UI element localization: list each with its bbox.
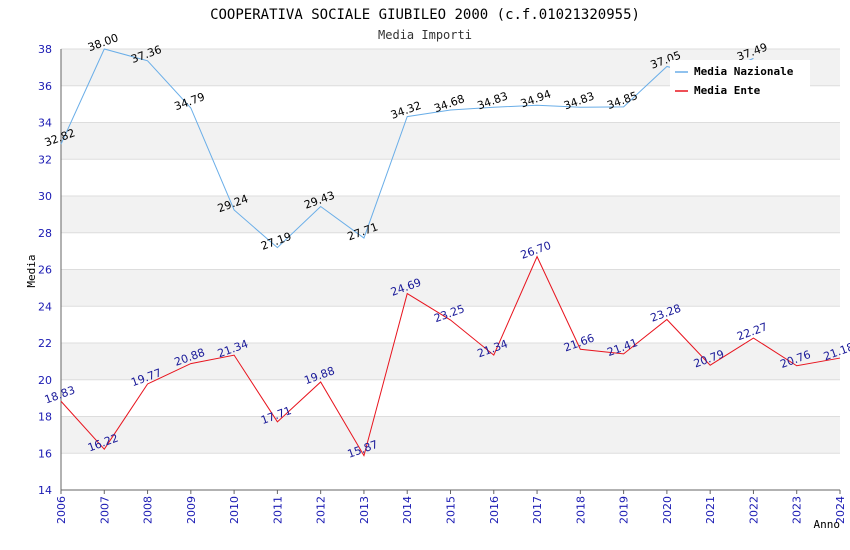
y-axis-label: Media <box>25 254 38 287</box>
x-tick-label: 2020 <box>661 496 674 524</box>
x-tick-label: 2016 <box>488 496 501 524</box>
y-tick-label: 38 <box>38 43 52 56</box>
y-tick-label: 24 <box>38 300 52 313</box>
y-tick-label: 30 <box>38 190 52 203</box>
x-tick-labels: 2006 2007 2008 2009 2010 2011 2012 2013 2014 2015… <box>55 496 847 524</box>
y-tick-labels: 14 16 18 20 22 24 26 28 30 32 34 36 38 <box>38 43 52 497</box>
x-tick-label: 2019 <box>618 496 631 524</box>
x-tick-label: 2011 <box>271 496 284 524</box>
x-tick-label: 2010 <box>228 496 241 524</box>
grid-band <box>61 232 840 270</box>
x-tick-label: 2021 <box>704 496 717 524</box>
x-tick-label: 2014 <box>401 496 414 524</box>
x-tick-label: 2012 <box>315 496 328 524</box>
x-tick-label: 2022 <box>747 496 760 524</box>
series-line-media-nazionale <box>60 48 754 249</box>
x-tick-label: 2024 <box>834 496 847 524</box>
y-tick-label: 32 <box>38 153 52 166</box>
grid-band <box>61 416 840 454</box>
x-tick-label: 2008 <box>142 496 155 524</box>
grid-band <box>61 269 840 307</box>
x-tick-label: 2009 <box>185 496 198 524</box>
x-tick-label: 2018 <box>574 496 587 524</box>
grid-band <box>61 159 840 196</box>
x-axis-label: Anno <box>814 518 841 531</box>
grid-band <box>61 122 840 160</box>
grid-band <box>61 453 840 490</box>
chart-subtitle: Media Importi <box>378 28 472 42</box>
series-lines <box>60 48 841 457</box>
grid-band <box>61 306 840 343</box>
legend-background <box>670 60 810 102</box>
y-tick-label: 16 <box>38 447 52 460</box>
y-tick-label: 18 <box>38 411 52 424</box>
x-tick-label: 2013 <box>358 496 371 524</box>
axes <box>60 49 841 494</box>
x-tick-label: 2023 <box>791 496 804 524</box>
legend-label-media-nazionale: Media Nazionale <box>694 65 794 78</box>
grid-band <box>61 379 840 417</box>
grid-bands <box>61 49 840 490</box>
legend-label-media-ente: Media Ente <box>694 84 761 97</box>
legend: Media Nazionale Media Ente <box>670 60 810 102</box>
y-tick-label: 22 <box>38 337 52 350</box>
x-tick-label: 2015 <box>445 496 458 524</box>
y-tick-label: 34 <box>38 117 52 130</box>
grid-band <box>61 343 840 380</box>
x-tick-label: 2006 <box>55 496 68 524</box>
x-tick-label: 2017 <box>531 496 544 524</box>
y-tick-label: 26 <box>38 264 52 277</box>
series-line-media-ente <box>60 255 841 457</box>
y-tick-label: 36 <box>38 80 52 93</box>
chart-title: COOPERATIVA SOCIALE GIUBILEO 2000 (c.f.0… <box>210 7 640 23</box>
grid-band <box>61 196 840 233</box>
x-tick-label: 2007 <box>98 496 111 524</box>
y-tick-label: 14 <box>38 484 52 497</box>
y-tick-label: 20 <box>38 374 52 387</box>
y-tick-label: 28 <box>38 227 52 240</box>
